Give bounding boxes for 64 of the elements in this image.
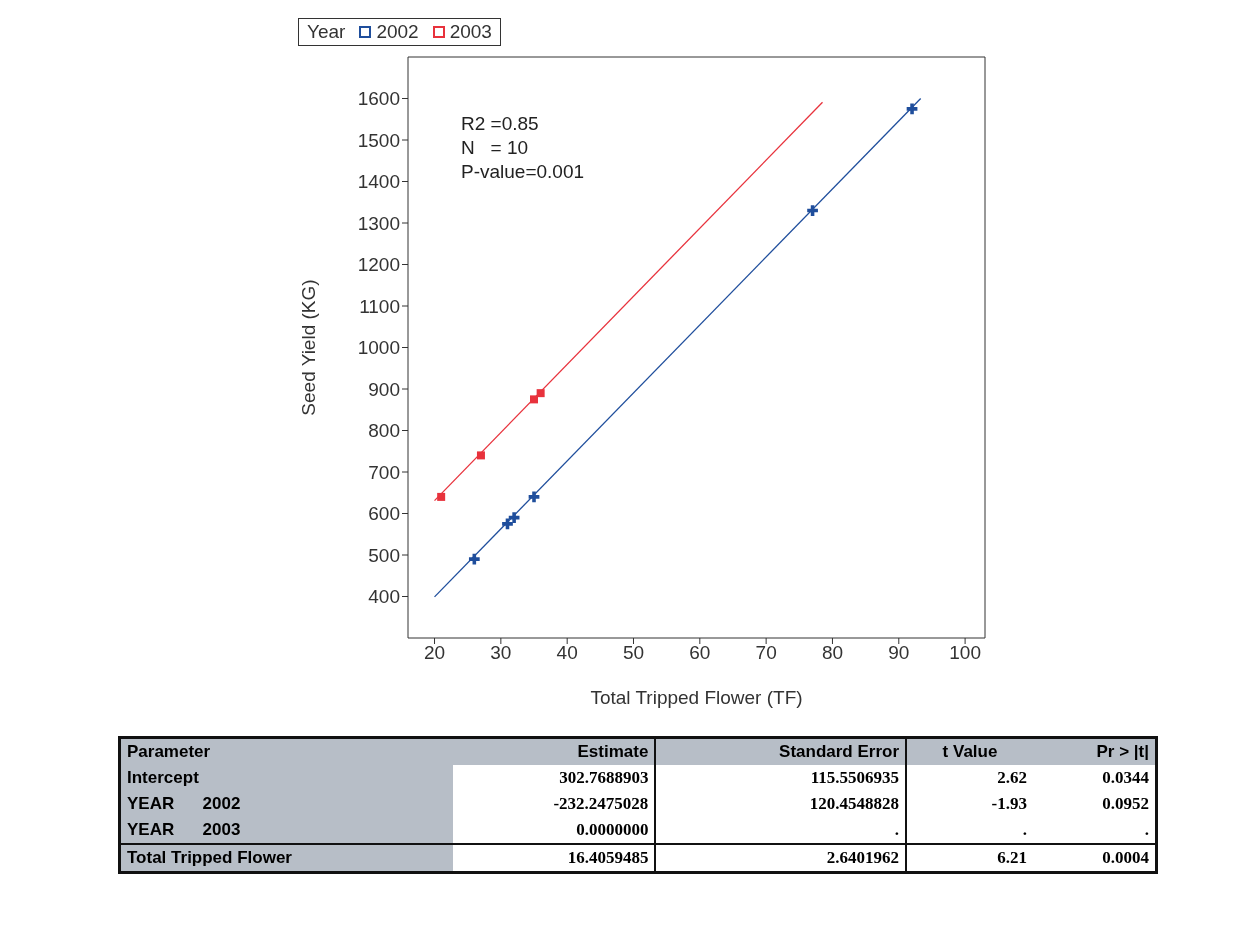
text: Pr > |t| bbox=[1032, 737, 1157, 765]
y-tick-label: 700 bbox=[368, 461, 400, 483]
text: -1.93 bbox=[906, 791, 1033, 817]
y-tick-label: 600 bbox=[368, 503, 400, 525]
x-tick-label: 60 bbox=[689, 642, 711, 664]
legend-title: Year bbox=[307, 21, 346, 43]
text: . bbox=[655, 817, 907, 844]
text: t Value bbox=[906, 737, 1033, 765]
annotation: P-value=0.001 bbox=[461, 160, 585, 184]
x-tick-label: 40 bbox=[556, 642, 578, 664]
point bbox=[530, 395, 539, 404]
x-tick-label: 50 bbox=[622, 642, 645, 664]
y-tick-label: 1400 bbox=[357, 171, 400, 193]
point bbox=[502, 518, 513, 530]
text: Parameter bbox=[119, 737, 454, 765]
annotation: R2 =0.85 bbox=[461, 112, 540, 136]
text: 0.0004 bbox=[1032, 844, 1157, 873]
text: Intercept bbox=[119, 765, 454, 791]
text: . bbox=[1032, 817, 1157, 844]
y-tick-label: 1300 bbox=[357, 212, 400, 234]
legend-label: 2002 bbox=[376, 21, 419, 43]
x-tick-label: 80 bbox=[821, 642, 844, 664]
text: 2.62 bbox=[906, 765, 1033, 791]
y-tick-label: 500 bbox=[368, 544, 400, 566]
point bbox=[528, 491, 540, 503]
x-tick-label: 100 bbox=[949, 642, 981, 664]
point bbox=[437, 492, 446, 501]
text: 0.0344 bbox=[1032, 765, 1157, 791]
x-axis-title: Total Tripped Flower (TF) bbox=[590, 687, 803, 708]
text: -232.2475028 bbox=[453, 791, 656, 817]
point bbox=[468, 553, 480, 565]
y-tick-label: 400 bbox=[368, 586, 400, 608]
point bbox=[508, 512, 520, 524]
y-tick-label: 1600 bbox=[357, 88, 400, 110]
y-tick-label: 900 bbox=[368, 378, 400, 400]
text: 16.4059485 bbox=[453, 844, 656, 873]
text: 6.21 bbox=[906, 844, 1033, 873]
annotation: N = 10 bbox=[461, 136, 530, 160]
y-tick-label: 1000 bbox=[357, 337, 400, 359]
y-tick-label: 800 bbox=[368, 420, 400, 442]
point bbox=[476, 451, 485, 460]
text: 0.0000000 bbox=[453, 817, 656, 844]
y-axis-title: Seed Yield (KG) bbox=[297, 279, 319, 416]
text: 120.4548828 bbox=[655, 791, 907, 817]
x-tick-label: 30 bbox=[490, 642, 512, 664]
x-tick-label: 90 bbox=[888, 642, 910, 664]
text: 0.0952 bbox=[1032, 791, 1157, 817]
text: YEAR 2002 bbox=[119, 791, 454, 817]
y-tick-label: 1500 bbox=[357, 129, 400, 151]
legend-label: 2003 bbox=[449, 21, 492, 43]
text: Estimate bbox=[453, 737, 656, 765]
point bbox=[536, 389, 545, 398]
y-tick-label: 1100 bbox=[359, 295, 400, 317]
y-tick-label: 1200 bbox=[357, 254, 400, 276]
text: 302.7688903 bbox=[453, 765, 656, 791]
text: Standard Error bbox=[655, 737, 907, 765]
text: 115.5506935 bbox=[655, 765, 907, 791]
x-tick-label: 70 bbox=[755, 642, 777, 664]
x-tick-label: 20 bbox=[423, 642, 446, 664]
text: Total Tripped Flower bbox=[119, 844, 454, 873]
text: . bbox=[906, 817, 1033, 844]
text: YEAR 2003 bbox=[119, 817, 454, 844]
text: 2.6401962 bbox=[655, 844, 907, 873]
point bbox=[906, 103, 918, 115]
